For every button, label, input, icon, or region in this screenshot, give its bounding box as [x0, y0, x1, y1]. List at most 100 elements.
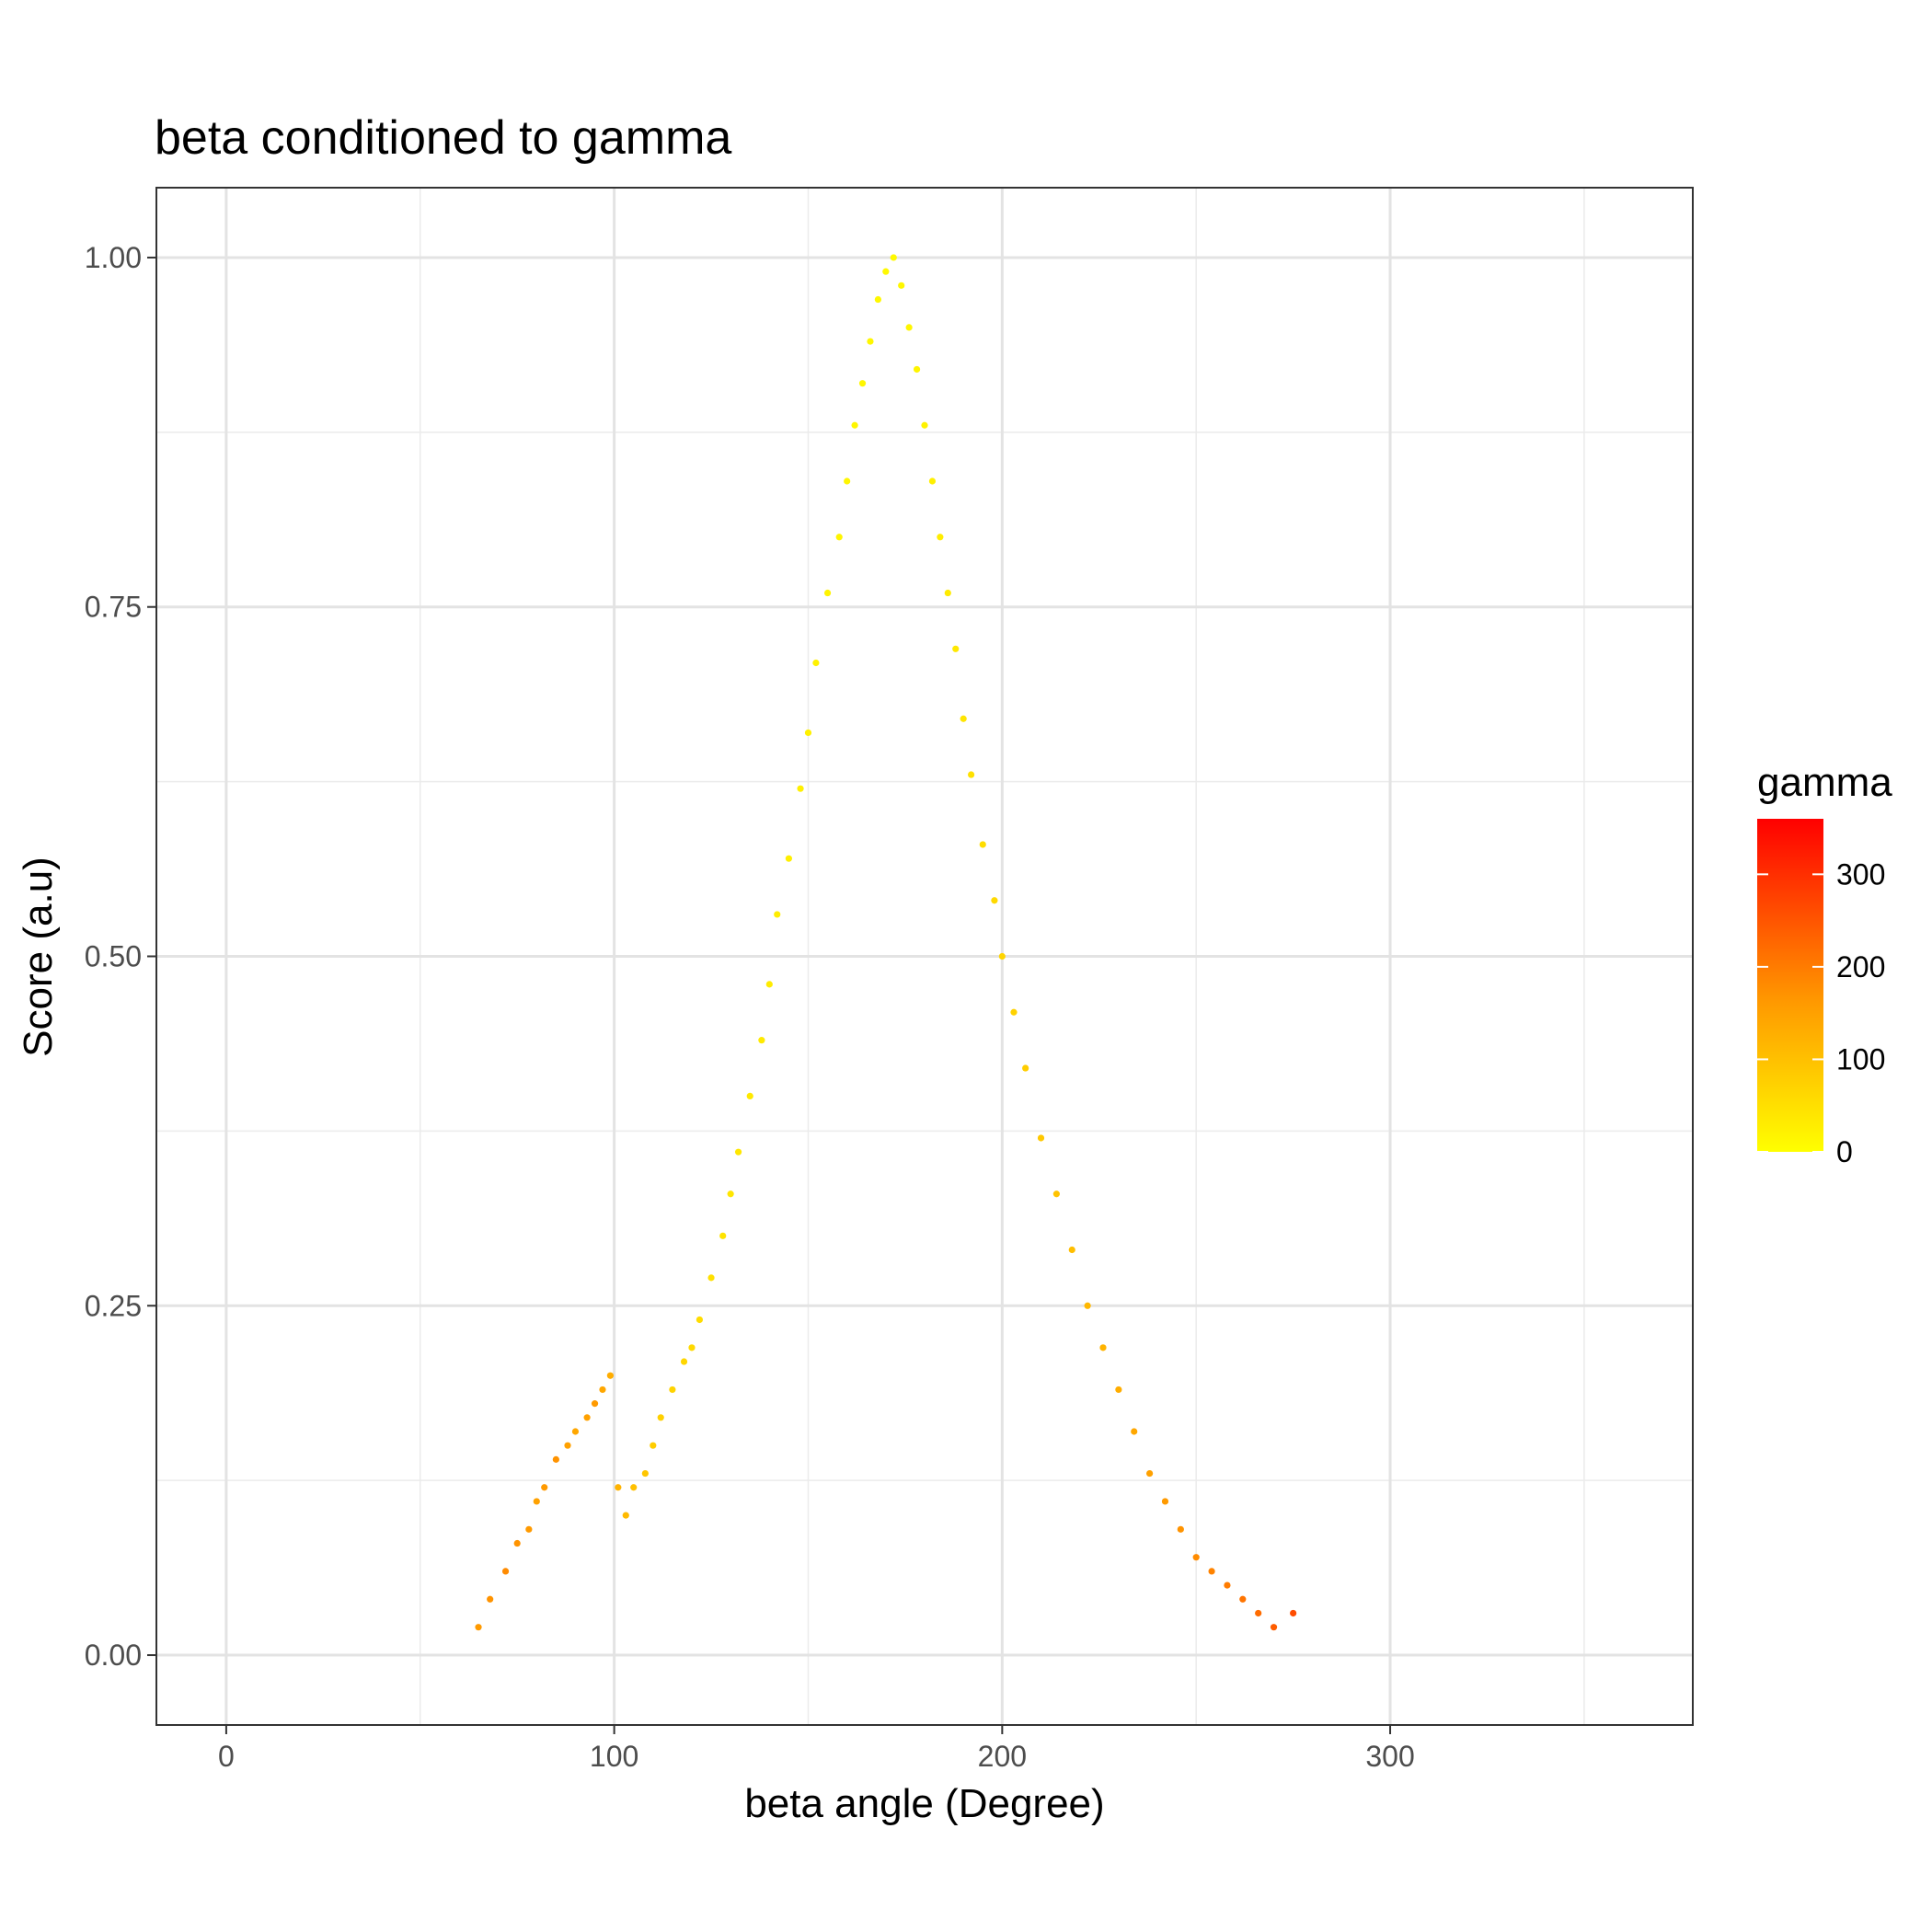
- y-axis-title: Score (a.u): [16, 857, 61, 1057]
- data-point: [944, 589, 951, 597]
- data-point: [835, 534, 843, 541]
- data-point: [1224, 1581, 1231, 1589]
- data-point: [719, 1232, 727, 1239]
- data-point: [823, 589, 832, 597]
- data-point: [1131, 1428, 1138, 1435]
- data-point: [696, 1316, 704, 1324]
- data-point: [851, 421, 858, 429]
- data-point: [785, 855, 792, 862]
- data-point: [1068, 1246, 1075, 1254]
- legend-colorbar: [1757, 819, 1823, 1152]
- data-point: [937, 534, 944, 541]
- data-point: [890, 254, 897, 261]
- data-point: [1145, 1469, 1154, 1478]
- data-point: [765, 981, 773, 988]
- data-point: [1161, 1498, 1169, 1505]
- y-tick-label: 0.75: [85, 591, 142, 624]
- data-point: [1084, 1302, 1091, 1309]
- data-point: [622, 1512, 629, 1519]
- data-point: [812, 659, 820, 667]
- data-point: [952, 645, 960, 652]
- data-point: [564, 1442, 571, 1449]
- data-point: [599, 1386, 606, 1394]
- data-point: [1255, 1609, 1262, 1617]
- data-point: [707, 1274, 715, 1282]
- data-point: [1239, 1595, 1247, 1603]
- color-legend: gamma 0 100 200 300: [1757, 760, 1892, 1168]
- data-point: [921, 421, 928, 429]
- y-tick-label: 0.00: [85, 1639, 142, 1672]
- data-point: [1010, 1008, 1018, 1016]
- data-point: [797, 785, 804, 792]
- data-point: [1208, 1568, 1215, 1575]
- data-point: [928, 477, 937, 485]
- data-point: [960, 715, 967, 722]
- data-point: [680, 1358, 688, 1365]
- data-point: [533, 1498, 540, 1505]
- x-tick-label: 200: [978, 1740, 1027, 1773]
- data-point: [1270, 1624, 1278, 1631]
- data-point: [913, 365, 921, 374]
- y-tick-label: 0.50: [85, 940, 142, 973]
- data-point: [475, 1624, 482, 1631]
- data-point: [591, 1400, 599, 1408]
- data-point: [867, 338, 874, 345]
- data-point: [525, 1525, 533, 1533]
- data-point: [1192, 1554, 1200, 1561]
- data-point: [571, 1428, 580, 1435]
- data-point: [641, 1469, 649, 1478]
- data-point: [552, 1455, 559, 1463]
- data-point: [688, 1344, 696, 1351]
- x-tick-label: 100: [590, 1740, 638, 1773]
- data-point: [1022, 1064, 1029, 1072]
- data-point: [615, 1484, 622, 1491]
- data-point: [858, 380, 867, 387]
- data-point: [487, 1595, 494, 1603]
- legend-tick-label: 100: [1836, 1042, 1885, 1075]
- data-point: [513, 1539, 521, 1547]
- x-axis: 0 100 200 300: [218, 1725, 1415, 1773]
- data-point: [630, 1484, 638, 1491]
- data-point: [1115, 1386, 1122, 1394]
- data-point: [979, 841, 986, 848]
- data-point: [541, 1484, 548, 1491]
- scatter-points: [475, 254, 1297, 1631]
- data-point: [804, 729, 812, 737]
- data-point: [746, 1092, 753, 1100]
- chart-title: beta conditioned to gamma: [155, 111, 731, 165]
- legend-ticks: 0 100 200 300: [1757, 857, 1885, 1168]
- data-point: [898, 282, 905, 289]
- data-point: [874, 295, 881, 304]
- data-point: [734, 1148, 742, 1156]
- data-point: [606, 1372, 615, 1379]
- data-point: [657, 1414, 664, 1421]
- data-point: [882, 268, 890, 275]
- x-axis-title: beta angle (Degree): [744, 1781, 1104, 1826]
- data-point: [1037, 1134, 1045, 1142]
- legend-tick-label: 200: [1836, 950, 1885, 983]
- data-point: [650, 1442, 657, 1449]
- data-point: [774, 911, 781, 918]
- data-point: [758, 1037, 765, 1044]
- data-point: [669, 1386, 676, 1394]
- data-point: [968, 771, 975, 778]
- data-point: [1052, 1190, 1060, 1198]
- data-point: [1099, 1344, 1107, 1351]
- y-tick-label: 0.25: [85, 1289, 142, 1322]
- legend-title: gamma: [1757, 760, 1892, 805]
- x-tick-label: 300: [1365, 1740, 1414, 1773]
- legend-tick-label: 0: [1836, 1135, 1853, 1168]
- y-axis: 0.00 0.25 0.50 0.75 1.00: [85, 241, 156, 1672]
- legend-tick-label: 300: [1836, 857, 1885, 891]
- x-tick-label: 0: [218, 1740, 235, 1773]
- data-point: [991, 897, 998, 904]
- data-point: [727, 1190, 734, 1198]
- data-point: [998, 952, 1006, 960]
- data-point: [905, 324, 913, 331]
- data-point: [844, 477, 851, 485]
- data-point: [583, 1414, 591, 1421]
- data-point: [1177, 1525, 1184, 1533]
- data-point: [1290, 1609, 1297, 1617]
- y-tick-label: 1.00: [85, 241, 142, 274]
